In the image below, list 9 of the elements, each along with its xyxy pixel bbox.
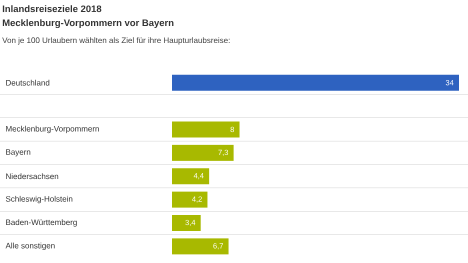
bar [172,238,229,254]
bar [172,192,208,208]
bar [172,144,234,161]
bar [172,121,240,138]
bar [172,168,210,184]
text: Mecklenburg-Vorpommern vor Bayern [2,19,174,28]
bar [172,74,459,91]
bar [172,214,201,231]
text: Inlandsreiseziele 2018 [2,5,102,12]
